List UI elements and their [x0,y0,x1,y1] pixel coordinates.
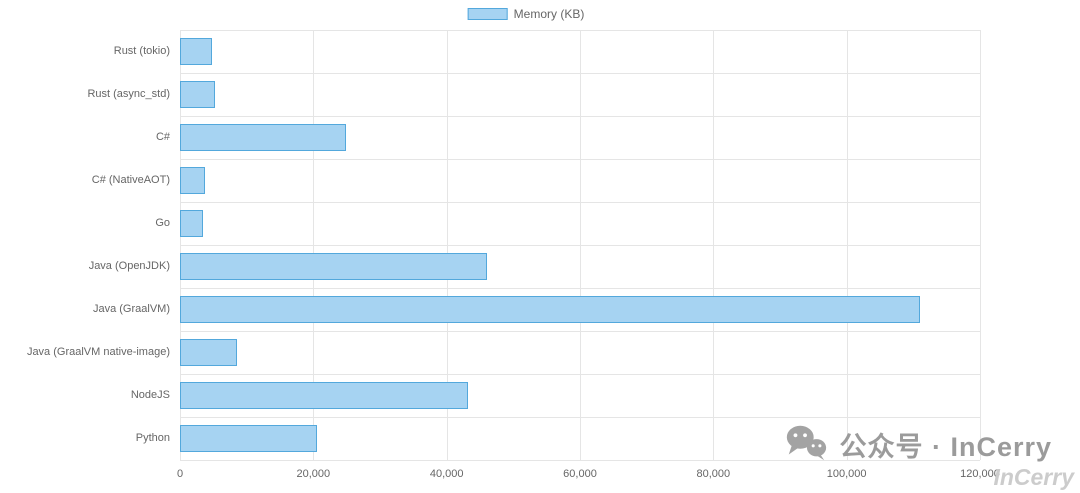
memory-bar[interactable] [180,38,212,65]
x-tick-label: 0 [176,468,184,480]
y-category-label: C# [155,131,170,143]
x-tick-label: 80,000 [696,468,731,480]
y-category-label: Rust (async_std) [87,88,170,100]
y-category-label: Python [135,432,170,444]
gridline-vertical [180,30,181,460]
y-category-label: Java (OpenJDK) [88,260,170,272]
y-category-label: Java (GraalVM) [92,303,170,315]
memory-bar[interactable] [180,81,216,108]
legend-label: Memory (KB) [513,7,585,21]
gridline-vertical [580,30,581,460]
y-category-label: NodeJS [130,389,170,401]
memory-bar[interactable] [180,124,346,151]
memory-bar[interactable] [180,253,487,280]
x-axis-labels: 0 20,000 40,000 60,000 80,000 100,000 120,000 [176,468,1000,486]
gridline-vertical [846,30,848,460]
legend-item-memory[interactable]: Memory (KB) [467,7,585,21]
y-category-label: Rust (tokio) [113,45,170,57]
gridline-vertical [446,30,448,460]
y-category-label: Go [155,217,170,229]
memory-bar[interactable] [180,339,237,366]
x-tick-label: 40,000 [429,468,464,480]
gridline-vertical [313,30,315,460]
memory-bar[interactable] [180,382,468,409]
y-category-label: C# (NativeAOT) [91,174,170,186]
gridline-vertical [980,30,981,460]
wechat-icon [783,422,829,467]
gridline-horizontal [180,460,980,461]
memory-bar[interactable] [180,210,204,237]
legend-color-swatch [467,8,508,20]
x-tick-label: 20,000 [296,468,331,480]
x-tick-label: 120,000 [960,468,1000,480]
plot-area [180,30,981,461]
y-axis-labels: Rust (tokio) Rust (async_std) C# C# (Native… [0,30,170,460]
x-tick-label: 60,000 [563,468,597,480]
memory-bar[interactable] [180,167,206,194]
watermark-text: 公众号 · InCerry [839,432,1052,462]
signature-text: InCerry [993,464,1074,490]
memory-bar[interactable] [180,425,317,452]
x-tick-label: 100,000 [826,468,867,480]
y-category-label: Java (GraalVM native-image) [26,346,170,358]
memory-bar[interactable] [180,296,920,323]
gridline-vertical [713,30,715,460]
watermark: 公众号 · InCerry [783,422,1052,467]
